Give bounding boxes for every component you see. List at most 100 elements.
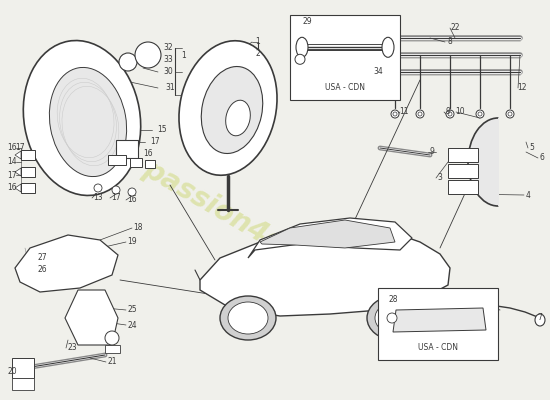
Text: 13: 13	[93, 194, 103, 202]
Ellipse shape	[535, 314, 545, 326]
Bar	[21, 183, 35, 193]
Ellipse shape	[112, 186, 120, 194]
Bar	[378, 288, 498, 360]
Text: 27: 27	[37, 254, 47, 262]
Text: 28: 28	[388, 296, 398, 304]
Text: 10: 10	[455, 108, 465, 116]
Ellipse shape	[179, 41, 277, 175]
Bar	[130, 158, 142, 167]
Text: 34: 34	[373, 68, 383, 76]
Ellipse shape	[105, 331, 119, 345]
Ellipse shape	[119, 53, 137, 71]
Text: 16: 16	[127, 196, 137, 204]
Bar	[12, 358, 34, 378]
Ellipse shape	[391, 110, 399, 118]
Ellipse shape	[228, 302, 268, 334]
Bar	[105, 345, 120, 353]
Ellipse shape	[506, 110, 514, 118]
Text: 20: 20	[7, 368, 17, 376]
Ellipse shape	[128, 188, 136, 196]
Ellipse shape	[220, 296, 276, 340]
Text: 18: 18	[133, 224, 143, 232]
Text: 24: 24	[127, 320, 137, 330]
Ellipse shape	[375, 302, 415, 334]
Text: 12: 12	[517, 84, 527, 92]
Text: 16: 16	[143, 150, 153, 158]
Text: 5: 5	[530, 144, 535, 152]
Ellipse shape	[476, 110, 484, 118]
Text: 15: 15	[157, 126, 167, 134]
Text: 7: 7	[537, 314, 542, 322]
Text: 9: 9	[430, 148, 434, 156]
Bar	[21, 150, 35, 160]
Text: 33: 33	[163, 56, 173, 64]
Text: 3: 3	[438, 174, 442, 182]
Bar	[116, 140, 138, 158]
Ellipse shape	[416, 110, 424, 118]
Polygon shape	[15, 151, 21, 159]
Bar	[448, 164, 478, 178]
Text: 26: 26	[37, 266, 47, 274]
Text: 9: 9	[446, 108, 450, 116]
Text: USA - CDN: USA - CDN	[325, 84, 365, 92]
Text: 22: 22	[450, 24, 460, 32]
Text: 17: 17	[150, 138, 160, 146]
Polygon shape	[260, 220, 395, 248]
Text: 16: 16	[7, 144, 17, 152]
Ellipse shape	[295, 54, 305, 64]
Bar	[21, 167, 35, 177]
Text: 25: 25	[127, 306, 137, 314]
Ellipse shape	[50, 68, 127, 176]
Text: 17: 17	[111, 194, 121, 202]
Ellipse shape	[508, 112, 512, 116]
Bar	[12, 378, 34, 390]
Text: passion4driving.com: passion4driving.com	[139, 155, 433, 341]
Bar	[108, 155, 126, 165]
Polygon shape	[468, 118, 498, 206]
Polygon shape	[393, 308, 486, 332]
Ellipse shape	[393, 112, 397, 116]
Text: 21: 21	[107, 358, 117, 366]
Ellipse shape	[135, 42, 161, 68]
Ellipse shape	[201, 66, 263, 154]
Text: 11: 11	[399, 108, 409, 116]
Ellipse shape	[296, 37, 308, 57]
Polygon shape	[15, 184, 21, 192]
Ellipse shape	[382, 37, 394, 57]
Text: 2: 2	[256, 50, 260, 58]
Text: 1: 1	[256, 38, 260, 46]
Polygon shape	[200, 232, 450, 316]
Text: 23: 23	[67, 344, 77, 352]
Polygon shape	[15, 168, 21, 176]
Text: 6: 6	[540, 154, 544, 162]
Bar	[448, 148, 478, 162]
Text: 4: 4	[526, 190, 530, 200]
Text: 17: 17	[15, 144, 25, 152]
Text: 16: 16	[7, 184, 17, 192]
Ellipse shape	[448, 112, 452, 116]
Text: 30: 30	[163, 68, 173, 76]
Polygon shape	[15, 235, 118, 292]
Bar	[290, 15, 400, 100]
Text: 29: 29	[302, 18, 312, 26]
Text: USA - CDN: USA - CDN	[418, 344, 458, 352]
Text: 17: 17	[7, 170, 17, 180]
Text: 32: 32	[163, 44, 173, 52]
Ellipse shape	[23, 40, 141, 196]
Text: 31: 31	[165, 84, 175, 92]
Ellipse shape	[446, 110, 454, 118]
Ellipse shape	[226, 100, 250, 136]
Text: 1: 1	[182, 50, 186, 60]
Ellipse shape	[367, 296, 423, 340]
Ellipse shape	[478, 112, 482, 116]
Polygon shape	[65, 290, 118, 345]
Bar	[145, 160, 155, 168]
Text: 19: 19	[127, 238, 137, 246]
Bar	[448, 180, 478, 194]
Ellipse shape	[94, 184, 102, 192]
Text: 8: 8	[448, 38, 452, 46]
Ellipse shape	[387, 313, 397, 323]
Ellipse shape	[418, 112, 422, 116]
Text: 14: 14	[7, 158, 17, 166]
Polygon shape	[248, 218, 412, 258]
